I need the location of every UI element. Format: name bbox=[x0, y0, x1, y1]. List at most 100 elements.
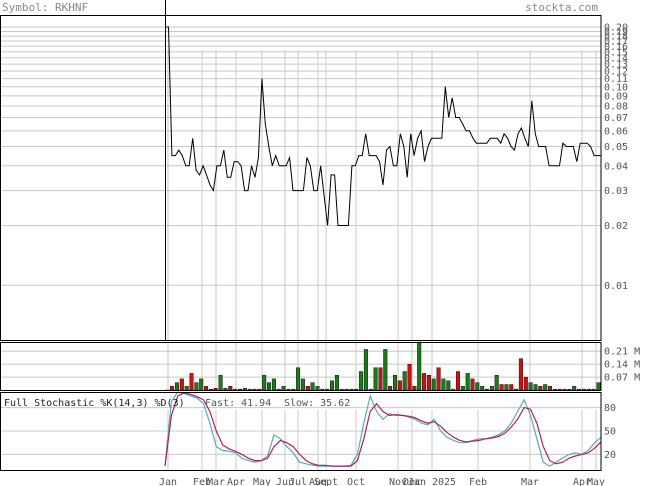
volume-bar bbox=[475, 382, 480, 391]
stochastic-tick-label: 80 bbox=[604, 403, 616, 414]
volume-bar bbox=[320, 388, 325, 391]
axis-labels: 0.200.190.180.170.160.150.140.130.120.11… bbox=[159, 23, 640, 486]
price-tick-label: 0.02 bbox=[604, 221, 628, 232]
price-tick-label: 0.19 bbox=[604, 27, 628, 38]
volume-bar bbox=[281, 386, 286, 391]
volume-panel bbox=[165, 341, 601, 391]
month-tick-label: May bbox=[253, 477, 271, 486]
volume-tick-label: 0.21 M bbox=[604, 347, 640, 358]
volume-bar bbox=[528, 382, 533, 391]
volume-tick-label: 0.14 M bbox=[604, 360, 640, 371]
slow-value-label: Slow: 35.62 bbox=[284, 398, 350, 409]
volume-bar bbox=[494, 375, 499, 391]
panel-border bbox=[0, 342, 602, 391]
price-tick-label: 0.05 bbox=[604, 142, 628, 153]
volume-bar bbox=[208, 388, 213, 391]
price-tick-label: 0.06 bbox=[604, 126, 628, 137]
volume-bar bbox=[533, 384, 538, 391]
price-line bbox=[165, 26, 601, 226]
volume-bar bbox=[548, 386, 553, 391]
month-tick-label: Mar bbox=[521, 477, 539, 486]
month-tick-label: Apr bbox=[227, 477, 245, 486]
volume-bar bbox=[426, 375, 431, 391]
stochastic-tick-label: 50 bbox=[604, 427, 616, 438]
volume-bar bbox=[325, 388, 330, 391]
volume-bar bbox=[179, 378, 184, 391]
volume-bar bbox=[359, 371, 364, 391]
volume-bar bbox=[334, 375, 339, 391]
volume-bar bbox=[286, 388, 291, 391]
volume-bar bbox=[581, 388, 586, 391]
price-tick-label: 0.18 bbox=[604, 32, 628, 43]
volume-bar bbox=[523, 376, 528, 391]
symbol-label: Symbol: RKHNF bbox=[2, 1, 88, 14]
volume-bar bbox=[252, 388, 257, 391]
fast-value-label: Fast: 41.94 bbox=[205, 398, 271, 409]
month-tick-label: Jun bbox=[276, 477, 294, 486]
volume-bar bbox=[204, 386, 209, 391]
price-tick-label: 0.17 bbox=[604, 37, 628, 48]
volume-bar bbox=[514, 388, 519, 391]
stochastic-tick-label: 20 bbox=[604, 450, 616, 461]
price-tick-label: 0.08 bbox=[604, 102, 628, 113]
volume-bar bbox=[456, 371, 461, 391]
price-tick-label: 0.16 bbox=[604, 42, 628, 53]
volume-bar bbox=[460, 386, 465, 391]
volume-bar bbox=[213, 388, 218, 391]
panel-frames bbox=[0, 0, 602, 471]
volume-bar bbox=[194, 382, 199, 391]
volume-bar bbox=[577, 388, 582, 391]
volume-bar bbox=[446, 380, 451, 391]
site-logo-text: stockta.com bbox=[525, 1, 598, 14]
volume-bar bbox=[271, 378, 276, 391]
month-tick-label: Mar bbox=[207, 477, 225, 486]
volume-bar bbox=[543, 384, 548, 391]
volume-bar bbox=[276, 388, 281, 391]
month-tick-label: May bbox=[587, 477, 605, 486]
volume-bar bbox=[572, 386, 577, 391]
volume-bar bbox=[591, 388, 596, 391]
month-tick-label: Nov bbox=[389, 477, 407, 486]
volume-bar bbox=[378, 367, 383, 391]
month-tick-label: Apr bbox=[573, 477, 591, 486]
month-tick-label: Feb bbox=[193, 477, 211, 486]
volume-bar bbox=[489, 386, 494, 391]
price-tick-label: 0.11 bbox=[604, 74, 628, 85]
volume-bar bbox=[291, 388, 296, 391]
volume-bar bbox=[504, 384, 509, 391]
volume-bar bbox=[485, 388, 490, 391]
volume-bar bbox=[586, 388, 591, 391]
volume-bar bbox=[518, 358, 523, 391]
volume-bar bbox=[441, 378, 446, 391]
volume-bar bbox=[262, 375, 267, 391]
volume-bar bbox=[315, 386, 320, 391]
volume-bar bbox=[407, 364, 412, 391]
panel-border bbox=[0, 392, 602, 471]
volume-bar bbox=[354, 388, 359, 391]
volume-bar bbox=[383, 349, 388, 391]
volume-bar bbox=[397, 380, 402, 391]
volume-bar bbox=[465, 373, 470, 391]
panel-border bbox=[0, 15, 602, 341]
volume-bar bbox=[242, 388, 247, 391]
volume-bar bbox=[344, 388, 349, 391]
volume-bar bbox=[596, 382, 601, 391]
price-tick-label: 0.07 bbox=[604, 113, 628, 124]
price-tick-label: 0.15 bbox=[604, 47, 628, 58]
month-tick-label: Jan bbox=[159, 477, 177, 486]
slow-d-line bbox=[164, 392, 602, 467]
month-tick-label: Aug bbox=[309, 477, 327, 486]
volume-bar bbox=[412, 386, 417, 391]
price-tick-label: 0.01 bbox=[604, 281, 628, 292]
volume-bar bbox=[174, 382, 179, 391]
price-tick-label: 0.09 bbox=[604, 91, 628, 102]
volume-bar bbox=[339, 388, 344, 391]
volume-bar bbox=[199, 378, 204, 391]
price-tick-label: 0.13 bbox=[604, 60, 628, 71]
volume-bar bbox=[436, 367, 441, 391]
volume-bar bbox=[170, 386, 175, 391]
month-tick-label: Feb bbox=[469, 477, 487, 486]
month-tick-label: Jan 2025 bbox=[408, 477, 456, 486]
volume-bar bbox=[228, 386, 233, 391]
